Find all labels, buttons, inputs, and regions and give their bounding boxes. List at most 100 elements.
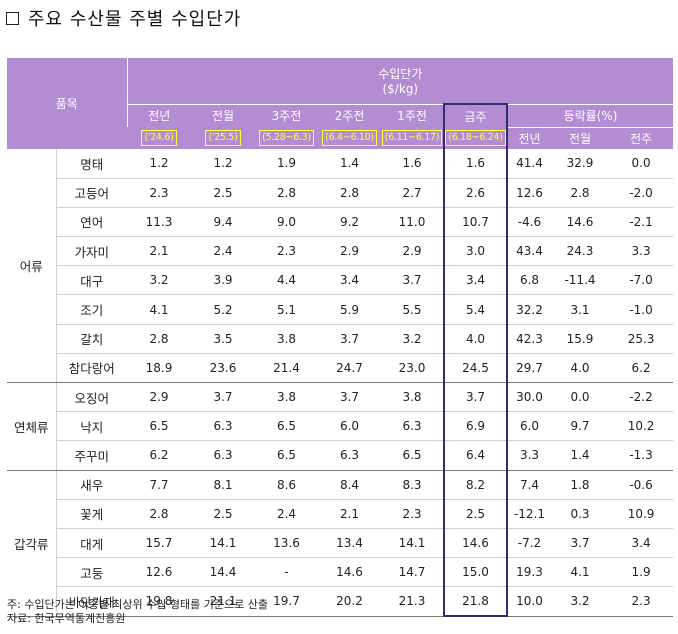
price-cell: 3.4 [443,265,508,296]
rate-col-2: 전주 [609,127,674,149]
rate-cell: 14.6 [551,207,609,238]
price-cell: 3.2 [381,324,444,354]
period-range-3: (6.4~6.10) [318,127,381,149]
table-row: 고등어 2.3 2.5 2.8 2.8 2.7 2.6 12.6 2.8 -2.0 [7,178,674,208]
rate-cell: -4.6 [507,207,551,238]
item-name-cell: 연어 [56,207,127,238]
price-cell: 3.8 [255,324,318,354]
price-cell: 13.4 [318,528,381,559]
price-cell: 3.7 [381,265,444,296]
table-row: 갑각류 새우 7.7 8.1 8.6 8.4 8.3 8.2 7.4 1.8 -0.6 [7,470,674,617]
rate-cell: 19.3 [507,557,551,588]
table-row: 연어 11.3 9.4 9.0 9.2 11.0 10.7 -4.6 14.6 -2.1 [7,207,674,238]
price-cell: 12.6 [127,557,191,588]
title-text: 주요 수산물 주별 수입단가 [28,9,242,30]
price-cell: 3.8 [255,382,318,413]
price-cell: 14.1 [191,528,255,559]
category-cell: 연체류 [7,382,57,471]
rate-cell: 30.0 [507,382,551,413]
price-cell: 18.9 [127,353,191,384]
table-row: 어류 명태 1.2 1.2 1.9 1.4 1.6 1.6 41.4 32.9 0.0 [7,149,674,383]
period-range-2: (5.28~6.3) [255,127,318,149]
rate-col-1: 전월 [551,127,609,149]
price-cell: 6.5 [381,440,444,471]
price-cell: 3.7 [443,382,508,413]
price-cell: 4.4 [255,265,318,296]
rate-cell: 32.2 [507,294,551,325]
rate-cell: 7.4 [507,470,551,500]
rate-cell: 15.9 [551,324,609,354]
rate-cell: 6.8 [507,265,551,296]
rate-cell: 41.4 [507,149,551,179]
rate-cell: 3.3 [609,236,674,267]
rate-cell: 1.4 [551,440,609,471]
price-cell: 21.1 [191,586,255,617]
rate-cell: 10.9 [609,499,674,529]
item-name-cell: 대게 [56,528,127,559]
price-cell: 9.2 [318,207,381,238]
rate-cell: -1.3 [609,440,674,471]
price-cell: 11.3 [127,207,191,238]
rate-cell: -2.0 [609,178,674,208]
page-title: 주요 수산물 주별 수입단가 [6,6,241,30]
price-cell: 10.7 [443,207,508,238]
price-cell: 3.9 [191,265,255,296]
price-cell: 14.6 [318,557,381,588]
price-cell: 20.2 [318,586,381,617]
price-cell: 2.5 [191,499,255,529]
rate-cell: -1.0 [609,294,674,325]
price-cell: 13.6 [255,528,318,559]
price-cell: 11.0 [381,207,444,238]
price-cell: 2.9 [318,236,381,267]
rate-cell: -11.4 [551,265,609,296]
price-cell: 6.3 [318,440,381,471]
price-cell: 1.2 [127,149,191,179]
price-cell: 21.8 [443,586,508,618]
price-cell: 4.0 [443,324,508,354]
item-header: 품목 [7,58,127,149]
rate-cell: 25.3 [609,324,674,354]
price-cell: 2.8 [318,178,381,208]
price-cell: 2.1 [127,236,191,267]
rate-cell: 0.0 [609,149,674,179]
rate-cell: 2.3 [609,586,674,617]
price-cell: 8.6 [255,470,318,500]
price-cell: 5.9 [318,294,381,325]
price-cell: 3.7 [191,382,255,413]
item-name-cell: 조기 [56,294,127,325]
rate-cell: 4.1 [551,557,609,588]
rate-cell: 1.9 [609,557,674,588]
price-cell: 4.1 [127,294,191,325]
item-name-cell: 고등어 [56,178,127,208]
rate-cell: 6.0 [507,411,551,442]
price-cell: 2.4 [255,499,318,529]
table-row: 꽃게 2.8 2.5 2.4 2.1 2.3 2.5 -12.1 0.3 10.9 [7,499,674,529]
price-cell: 6.5 [255,411,318,442]
rate-cell: 6.2 [609,353,674,384]
price-cell: 14.6 [443,528,508,559]
price-cell: 24.7 [318,353,381,384]
price-cell: 2.8 [127,499,191,529]
price-cell: 8.3 [381,470,444,500]
price-cell: 6.2 [127,440,191,471]
rate-cell: 2.8 [551,178,609,208]
price-cell: 2.3 [255,236,318,267]
rate-cell: 4.0 [551,353,609,384]
price-cell: 14.7 [381,557,444,588]
rate-cell: -12.1 [507,499,551,529]
price-cell: 8.2 [443,470,508,500]
rate-cell: -2.2 [609,382,674,413]
rate-cell: 3.2 [551,586,609,617]
price-group-header: 수입단가 ($/kg) [126,58,674,105]
price-cell: 21.4 [255,353,318,384]
period-range-1: ('25.5) [191,127,255,149]
period-header-1: 전월 [191,104,255,127]
rate-cell: 32.9 [551,149,609,179]
price-cell: 6.4 [443,440,508,471]
item-name-cell: 낙지 [56,411,127,442]
period-header-4: 1주전 [381,104,444,127]
price-cell: 6.3 [191,440,255,471]
notes: 주: 수입단가는 어종별 최상위 수입 형태를 기준으로 산출 자료: 한국무역… [7,598,268,626]
price-cell: 1.2 [191,149,255,179]
category-cell: 갑각류 [7,470,57,617]
